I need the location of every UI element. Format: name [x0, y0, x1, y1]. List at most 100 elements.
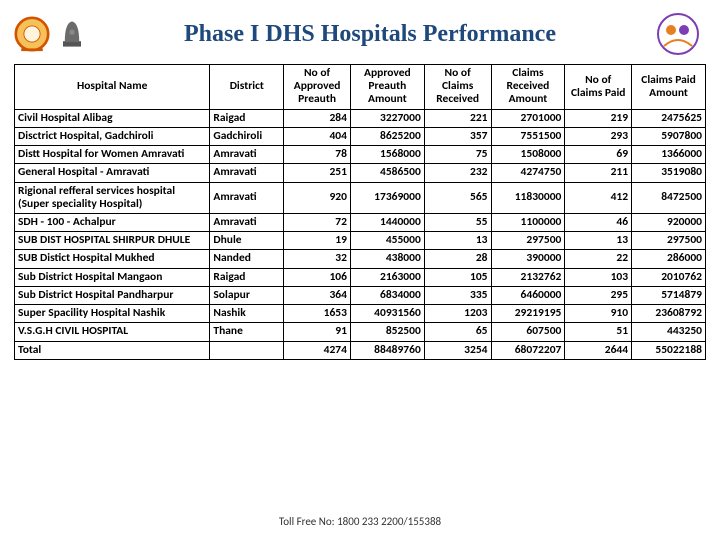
district-cell: Nashik [210, 305, 284, 323]
value-cell: 69 [565, 146, 632, 164]
district-cell: Amravati [210, 182, 284, 213]
col-approved-preauth-count: No of Approved Preauth [284, 65, 351, 110]
value-cell: 211 [565, 164, 632, 182]
performance-table: Hospital Name District No of Approved Pr… [14, 64, 706, 360]
district-cell: Nanded [210, 250, 284, 268]
value-cell: 565 [424, 182, 491, 213]
value-cell: 17369000 [350, 182, 424, 213]
value-cell: 13 [424, 232, 491, 250]
value-cell: 443250 [632, 323, 706, 341]
hospital-name-cell: Sub District Hospital Pandharpur [15, 286, 210, 304]
district-cell: Raigad [210, 109, 284, 127]
value-cell: 1203 [424, 305, 491, 323]
table-row: SUB Distict Hospital MukhedNanded3243800… [15, 250, 706, 268]
left-emblems [14, 14, 90, 54]
value-cell: 4586500 [350, 164, 424, 182]
value-cell: 29219195 [491, 305, 565, 323]
value-cell: 2132762 [491, 268, 565, 286]
value-cell: 852500 [350, 323, 424, 341]
value-cell: 1568000 [350, 146, 424, 164]
district-cell: Amravati [210, 146, 284, 164]
hospital-name-cell: Sub District Hospital Mangaon [15, 268, 210, 286]
total-district-cell [210, 341, 284, 359]
col-hospital-name: Hospital Name [15, 65, 210, 110]
value-cell: 40931560 [350, 305, 424, 323]
district-cell: Amravati [210, 164, 284, 182]
value-cell: 221 [424, 109, 491, 127]
slide-root: Phase I DHS Hospitals Performance Hospit… [0, 0, 720, 540]
value-cell: 11830000 [491, 182, 565, 213]
total-value-cell: 55022188 [632, 341, 706, 359]
total-value-cell: 88489760 [350, 341, 424, 359]
value-cell: 65 [424, 323, 491, 341]
value-cell: 105 [424, 268, 491, 286]
hospital-name-cell: SUB Distict Hospital Mukhed [15, 250, 210, 268]
table-row: V.S.G.H CIVIL HOSPITALThane9185250065607… [15, 323, 706, 341]
value-cell: 1366000 [632, 146, 706, 164]
value-cell: 22 [565, 250, 632, 268]
value-cell: 103 [565, 268, 632, 286]
table-row: SDH - 100 - AchalpurAmravati721440000551… [15, 213, 706, 231]
col-claims-received-amount: Claims Received Amount [491, 65, 565, 110]
col-district: District [210, 65, 284, 110]
col-claims-paid-amount: Claims Paid Amount [632, 65, 706, 110]
district-cell: Gadchiroli [210, 127, 284, 145]
value-cell: 78 [284, 146, 351, 164]
district-cell: Solapur [210, 286, 284, 304]
table-row: Disctrict Hospital, GadchiroliGadchiroli… [15, 127, 706, 145]
hospital-name-cell: SDH - 100 - Achalpur [15, 213, 210, 231]
state-emblem-icon [14, 14, 50, 54]
value-cell: 7551500 [491, 127, 565, 145]
table-row: General Hospital - AmravatiAmravati25145… [15, 164, 706, 182]
value-cell: 5714879 [632, 286, 706, 304]
value-cell: 55 [424, 213, 491, 231]
value-cell: 4274750 [491, 164, 565, 182]
value-cell: 3227000 [350, 109, 424, 127]
value-cell: 335 [424, 286, 491, 304]
value-cell: 284 [284, 109, 351, 127]
hospital-name-cell: Disctrict Hospital, Gadchiroli [15, 127, 210, 145]
value-cell: 23608792 [632, 305, 706, 323]
hospital-name-cell: General Hospital - Amravati [15, 164, 210, 182]
value-cell: 19 [284, 232, 351, 250]
hospital-name-cell: V.S.G.H CIVIL HOSPITAL [15, 323, 210, 341]
hospital-name-cell: SUB DIST HOSPITAL SHIRPUR DHULE [15, 232, 210, 250]
value-cell: 295 [565, 286, 632, 304]
page-title: Phase I DHS Hospitals Performance [90, 21, 650, 48]
value-cell: 1653 [284, 305, 351, 323]
value-cell: 28 [424, 250, 491, 268]
hospital-name-cell: Rigional refferal services hospital (Sup… [15, 182, 210, 213]
value-cell: 455000 [350, 232, 424, 250]
value-cell: 293 [565, 127, 632, 145]
value-cell: 920000 [632, 213, 706, 231]
hospital-name-cell: Super Spacility Hospital Nashik [15, 305, 210, 323]
scheme-logo-icon [650, 10, 706, 58]
value-cell: 1440000 [350, 213, 424, 231]
district-cell: Thane [210, 323, 284, 341]
value-cell: 72 [284, 213, 351, 231]
col-approved-preauth-amount: Approved Preauth Amount [350, 65, 424, 110]
value-cell: 232 [424, 164, 491, 182]
value-cell: 106 [284, 268, 351, 286]
table-body: Civil Hospital AlibagRaigad2843227000221… [15, 109, 706, 359]
value-cell: 297500 [632, 232, 706, 250]
header: Phase I DHS Hospitals Performance [14, 6, 706, 62]
total-value-cell: 3254 [424, 341, 491, 359]
table-row: Sub District Hospital MangaonRaigad10621… [15, 268, 706, 286]
table-row: Sub District Hospital PandharpurSolapur3… [15, 286, 706, 304]
value-cell: 3519080 [632, 164, 706, 182]
hospital-name-cell: Civil Hospital Alibag [15, 109, 210, 127]
value-cell: 13 [565, 232, 632, 250]
total-value-cell: 2644 [565, 341, 632, 359]
value-cell: 286000 [632, 250, 706, 268]
value-cell: 251 [284, 164, 351, 182]
table-row: Rigional refferal services hospital (Sup… [15, 182, 706, 213]
value-cell: 8625200 [350, 127, 424, 145]
value-cell: 607500 [491, 323, 565, 341]
value-cell: 390000 [491, 250, 565, 268]
total-value-cell: 68072207 [491, 341, 565, 359]
value-cell: 364 [284, 286, 351, 304]
value-cell: 297500 [491, 232, 565, 250]
table-row: SUB DIST HOSPITAL SHIRPUR DHULEDhule1945… [15, 232, 706, 250]
value-cell: 2701000 [491, 109, 565, 127]
